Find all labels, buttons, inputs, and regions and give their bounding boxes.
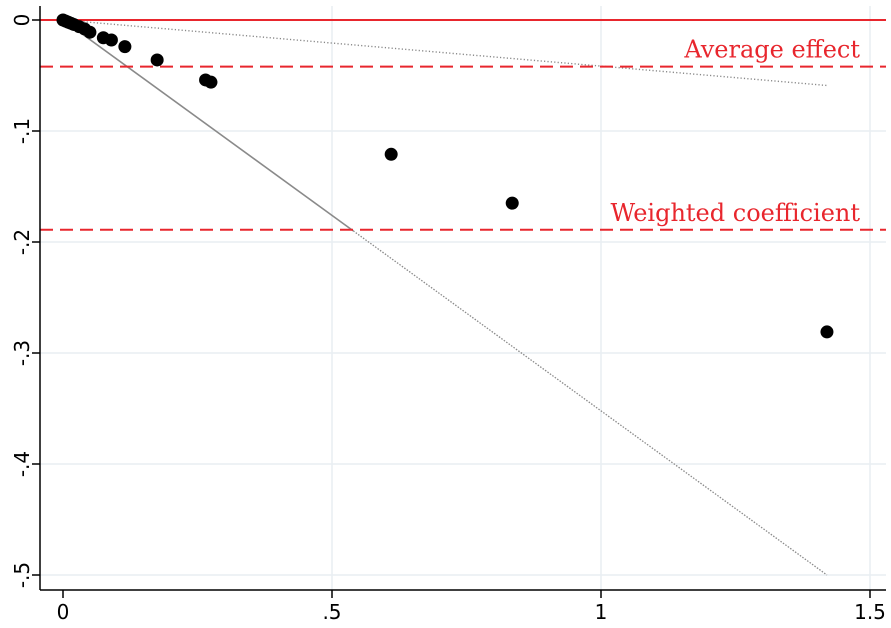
y-tick-label-5: -.5 xyxy=(10,562,34,588)
data-point-11 xyxy=(150,53,164,67)
y-tick-label-3: -.3 xyxy=(10,340,34,366)
tick-labels: 0 .5 1 1.5 0 -.1 -.2 -.3 -.4 -.5 xyxy=(10,14,886,624)
fan-lines xyxy=(62,19,828,576)
x-tick-label-1: .5 xyxy=(322,600,341,624)
reference-label-1: Average effect xyxy=(683,36,860,64)
fan-line-1-solid xyxy=(62,19,354,232)
data-point-15 xyxy=(505,196,519,210)
reference-lines: Average effect Weighted coefficient xyxy=(40,19,886,231)
y-tick-label-1: -.1 xyxy=(10,118,34,144)
fan-line-1-dotted xyxy=(352,230,828,576)
x-tick-label-2: 1 xyxy=(595,600,608,624)
x-tick-label-0: 0 xyxy=(57,600,70,624)
y-tick-label-2: -.2 xyxy=(10,229,34,255)
data-points xyxy=(56,13,834,339)
data-point-14 xyxy=(384,147,398,161)
reference-label-2: Weighted coefficient xyxy=(611,199,861,227)
data-point-7 xyxy=(83,25,97,39)
axes xyxy=(32,6,886,598)
grid xyxy=(40,6,886,590)
data-point-10 xyxy=(118,40,132,54)
x-tick-label-3: 1.5 xyxy=(854,600,886,624)
data-point-16 xyxy=(820,325,834,339)
y-tick-label-0: 0 xyxy=(10,14,34,27)
data-point-13 xyxy=(204,75,218,89)
data-point-9 xyxy=(104,33,118,47)
y-tick-label-4: -.4 xyxy=(10,451,34,477)
